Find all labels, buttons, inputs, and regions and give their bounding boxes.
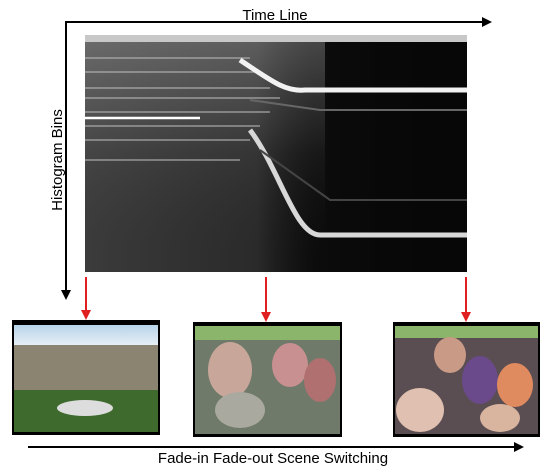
caption: Fade-in Fade-out Scene Switching [158, 450, 388, 467]
page: Time Line Histogram Bins Fade-in Fade-ou… [0, 0, 542, 468]
figure: Time Line Histogram Bins Fade-in Fade-ou… [0, 0, 542, 468]
frame-pointers [86, 277, 466, 320]
frame-transition [193, 322, 342, 437]
frame-crowd [393, 322, 540, 437]
time-axis-label: Time Line [242, 7, 307, 24]
bins-axis-label: Histogram Bins [49, 109, 66, 211]
frame-stadium [12, 320, 160, 435]
histogram-heatmap [85, 35, 467, 272]
